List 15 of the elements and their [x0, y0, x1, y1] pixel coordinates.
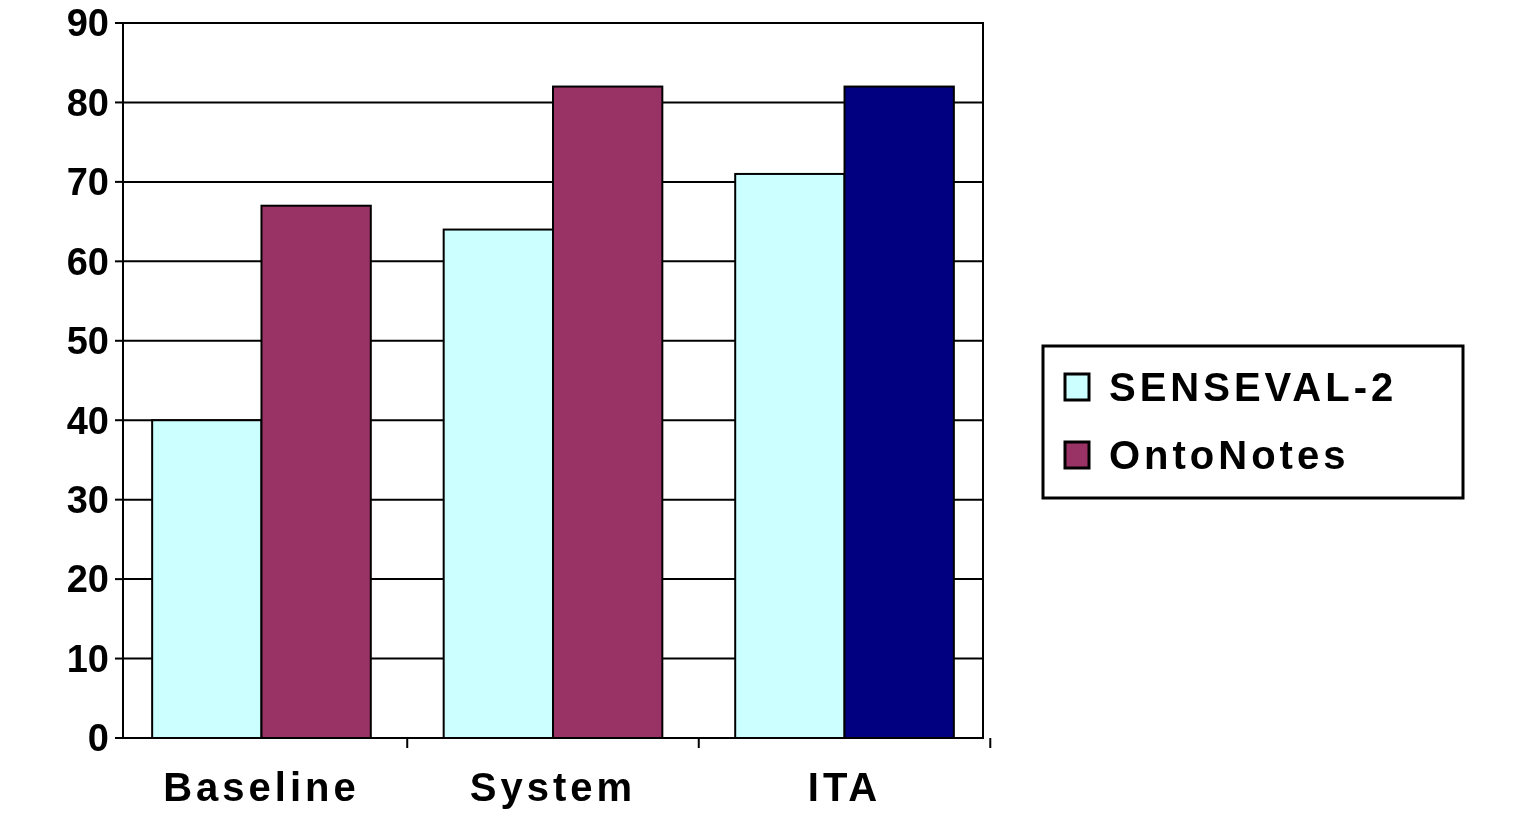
y-tick-label: 50 [66, 320, 109, 363]
legend-label: SENSEVAL-2 [1109, 365, 1398, 409]
x-tick-label: ITA [807, 765, 882, 809]
y-tick-label: 10 [66, 637, 109, 680]
y-tick-label: 70 [66, 161, 109, 204]
y-tick-label: 40 [66, 399, 109, 442]
y-tick-label: 60 [66, 240, 109, 283]
x-tick-label: System [469, 765, 637, 809]
y-tick-label: 90 [66, 2, 109, 45]
x-tick-label: Baseline [163, 765, 360, 809]
y-tick-label: 0 [87, 717, 109, 760]
y-tick-label: 20 [66, 558, 109, 601]
y-tick-label: 80 [66, 81, 109, 124]
legend-label: OntoNotes [1109, 433, 1350, 477]
y-tick-label: 30 [66, 478, 109, 521]
